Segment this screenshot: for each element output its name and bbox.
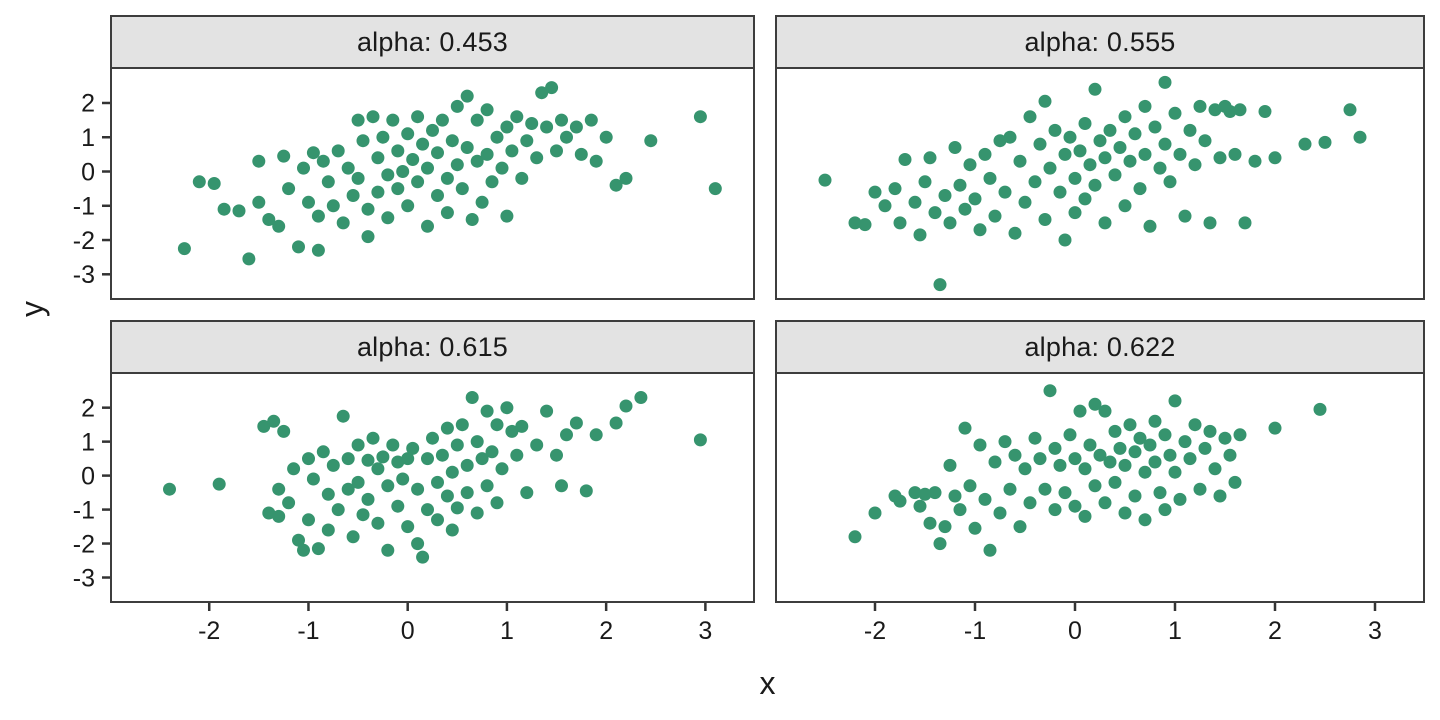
facet-panel-4: alpha: 0.622 -2 -1 0 1 2 3 (775, 320, 1425, 645)
scatter-plot-svg: 2 1 0 -1 -2 -3 -2 -1 0 1 2 3 (73, 391, 712, 645)
svg-text:-1: -1 (297, 617, 319, 645)
svg-text:1: 1 (1168, 617, 1182, 645)
svg-text:3: 3 (1368, 617, 1382, 645)
y-axis-label: y (13, 301, 50, 317)
facet-strip: alpha: 0.622 (775, 320, 1425, 372)
scatter-panel (775, 67, 1425, 300)
strip-label: alpha: 0.622 (1024, 331, 1176, 362)
svg-text:1: 1 (81, 124, 95, 152)
svg-text:0: 0 (1068, 617, 1082, 645)
svg-text:1: 1 (81, 428, 95, 456)
scatter-plot-svg: 2 1 0 -1 -2 -3 (73, 81, 722, 289)
svg-text:-2: -2 (198, 617, 220, 645)
svg-text:-3: -3 (73, 564, 95, 592)
svg-text:2: 2 (81, 394, 95, 422)
facet-panel-3: alpha: 0.615 2 1 0 -1 -2 -3 -2 -1 0 1 2 3 (73, 320, 755, 645)
svg-text:-2: -2 (864, 617, 886, 645)
svg-text:2: 2 (81, 90, 95, 118)
facet-strip: alpha: 0.615 (110, 320, 755, 372)
scatter-panel: 2 1 0 -1 -2 -3 -2 -1 0 1 2 3 (73, 372, 755, 645)
strip-label: alpha: 0.453 (356, 26, 509, 57)
svg-text:3: 3 (698, 617, 712, 645)
x-axis-label: x (759, 664, 776, 701)
svg-text:0: 0 (401, 617, 415, 645)
scatter-panel: 2 1 0 -1 -2 -3 (73, 67, 755, 300)
svg-text:2: 2 (599, 617, 613, 645)
svg-text:0: 0 (81, 462, 95, 490)
strip-label: alpha: 0.555 (1024, 26, 1176, 57)
svg-text:1: 1 (500, 617, 514, 645)
scatter-plot-svg (818, 75, 1367, 292)
svg-text:-3: -3 (73, 261, 95, 289)
facet-panel-1: alpha: 0.453 2 1 0 -1 -2 -3 (73, 15, 755, 300)
svg-text:-1: -1 (73, 496, 95, 524)
svg-text:-2: -2 (73, 227, 95, 255)
facet-strip: alpha: 0.453 (110, 15, 755, 67)
facet-panel-2: alpha: 0.555 (775, 15, 1425, 300)
facet-strip: alpha: 0.555 (775, 15, 1425, 67)
svg-text:2: 2 (1268, 617, 1282, 645)
svg-text:-2: -2 (73, 530, 95, 558)
strip-label: alpha: 0.615 (356, 331, 509, 362)
scatter-plot-svg: -2 -1 0 1 2 3 (848, 384, 1382, 645)
svg-text:0: 0 (81, 158, 95, 186)
svg-text:-1: -1 (73, 193, 95, 221)
svg-text:-1: -1 (964, 617, 986, 645)
scatter-panel: -2 -1 0 1 2 3 (775, 372, 1425, 645)
